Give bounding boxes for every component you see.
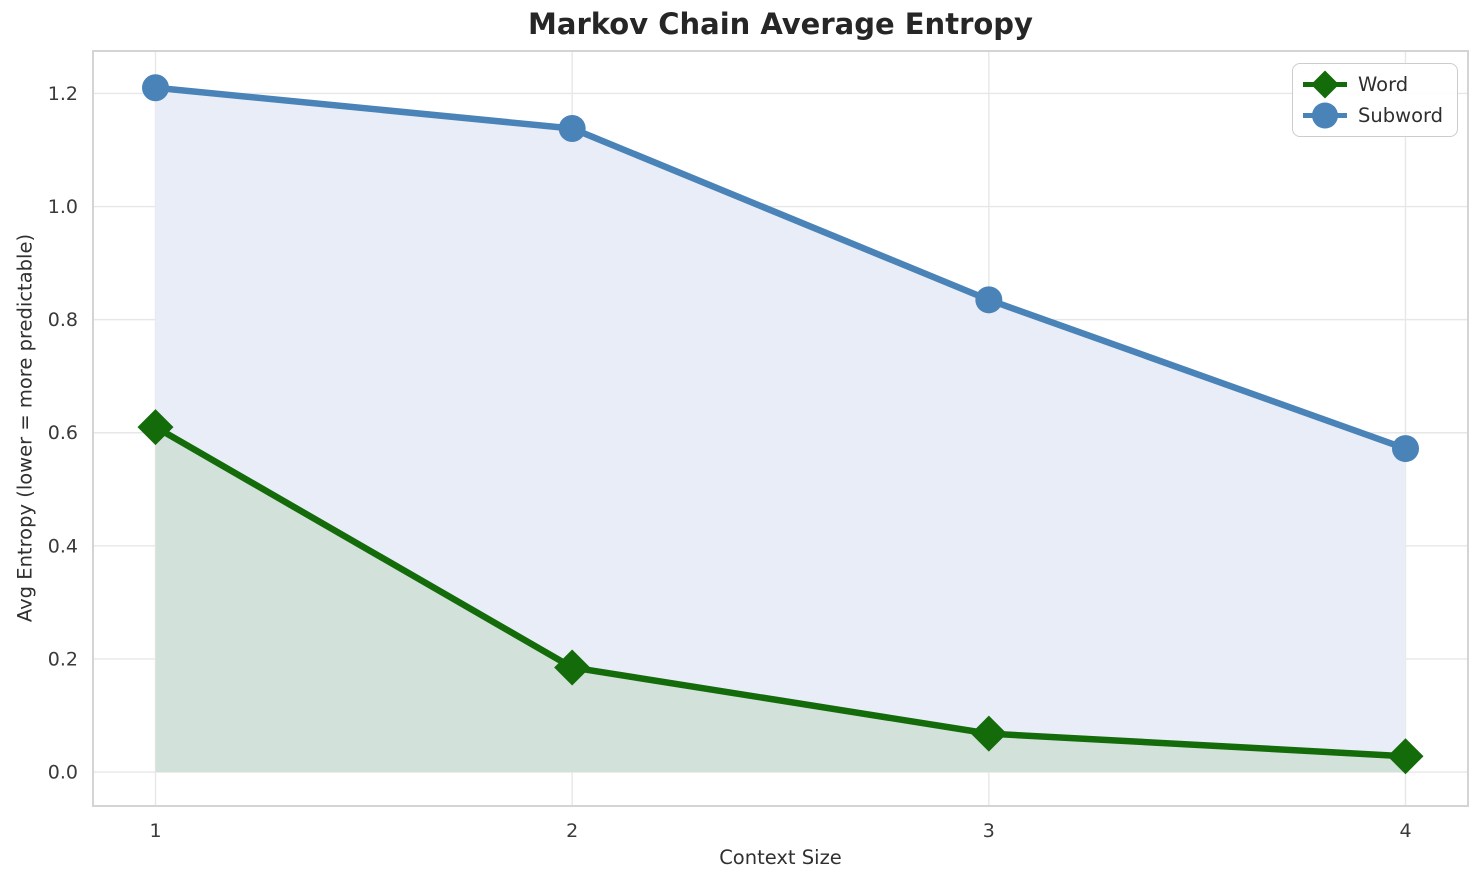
x-tick-label: 3	[983, 820, 995, 842]
y-tick-label: 0.4	[48, 535, 78, 557]
legend-label-word: Word	[1358, 72, 1409, 96]
chart-title: Markov Chain Average Entropy	[528, 7, 1033, 41]
subword-marker	[558, 114, 586, 142]
word-marker	[1387, 738, 1424, 775]
word-marker	[137, 409, 174, 446]
word-marker	[970, 715, 1007, 752]
subword-marker	[1392, 435, 1419, 463]
word-area	[155, 427, 1406, 773]
legend-item-subword: Subword	[1301, 100, 1447, 131]
y-tick-label: 0.6	[48, 422, 78, 444]
x-tick-label: 4	[1399, 820, 1411, 842]
legend: Word Subword	[1292, 63, 1458, 137]
x-tick-label: 1	[149, 820, 161, 842]
legend-label-subword: Subword	[1358, 103, 1444, 127]
subword-marker	[975, 286, 1003, 314]
legend-item-word: Word	[1301, 69, 1447, 100]
y-tick-label: 1.0	[48, 196, 78, 218]
x-tick-label: 2	[566, 820, 578, 842]
y-axis-label: Avg Entropy (lower = more predictable)	[13, 233, 37, 623]
word-line	[152, 423, 1409, 760]
x-axis-label: Context Size	[719, 846, 842, 869]
subword-line	[152, 84, 1409, 452]
y-tick-label: 0.8	[48, 309, 78, 331]
y-tick-label: 0.2	[48, 648, 78, 670]
y-tick-label: 1.2	[48, 83, 78, 105]
subword-legend-marker-icon	[1303, 102, 1347, 129]
word-marker	[554, 649, 591, 686]
y-tick-label: 0.0	[48, 762, 78, 784]
plot-border	[92, 50, 1469, 807]
word-legend-marker-icon	[1303, 70, 1347, 99]
subword-marker	[142, 74, 169, 102]
subword-area	[155, 87, 1406, 773]
